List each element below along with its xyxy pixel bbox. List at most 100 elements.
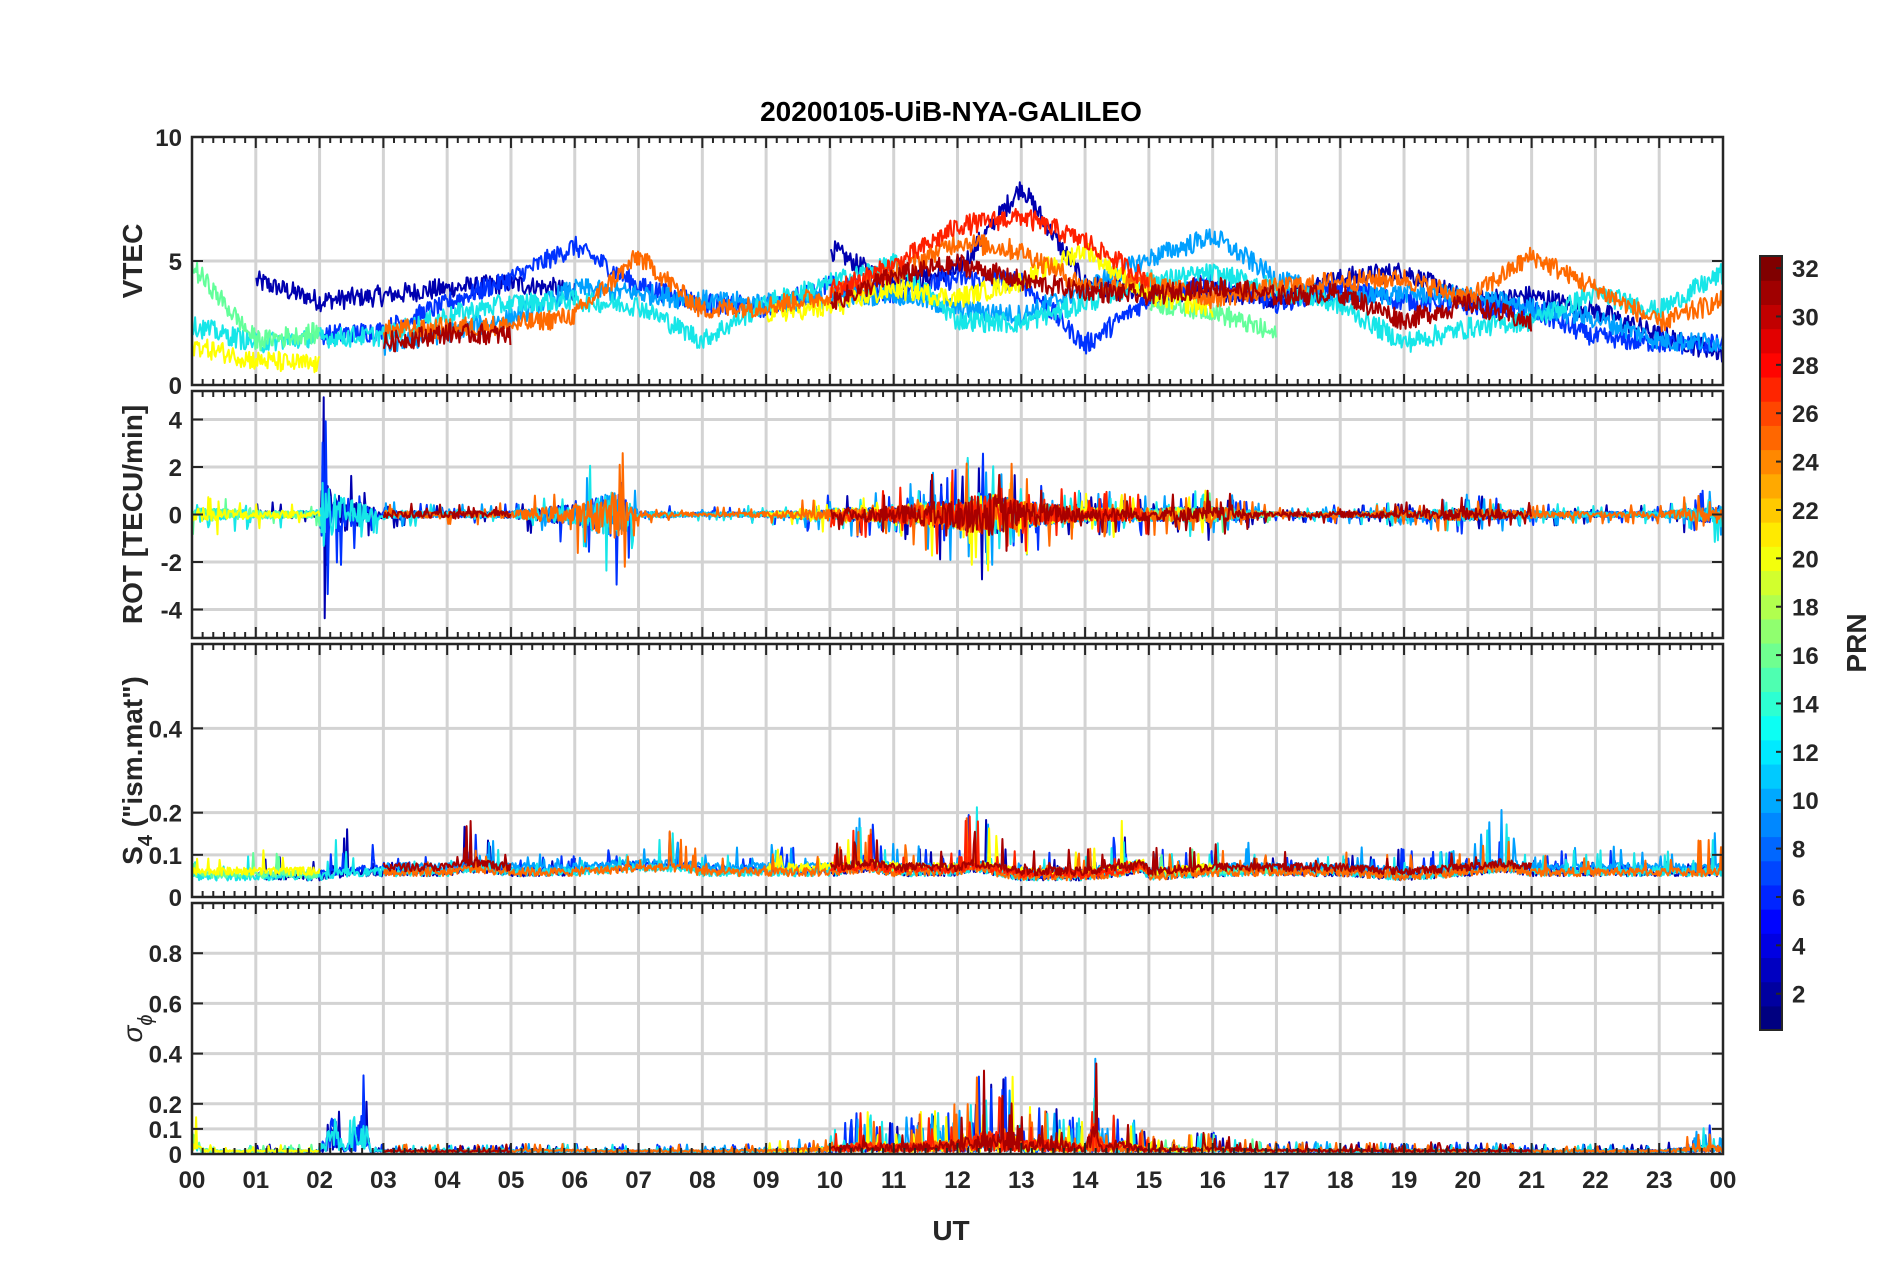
x-tick-label: 02: [306, 1167, 333, 1194]
y-tick-label: 0.2: [149, 801, 182, 828]
colorbar-tick-label: 2: [1792, 982, 1805, 1009]
colorbar-tick-label: 16: [1792, 643, 1819, 670]
x-tick-label: 18: [1327, 1167, 1354, 1194]
y-tick-label: 0.4: [149, 716, 183, 743]
x-tick-label: 13: [1008, 1167, 1035, 1194]
panel-vtec: 0 5 10 VTEC: [117, 125, 1725, 400]
panel-s4: 0 0.1 0.2 0.4S4 ("ism.mat"): [117, 642, 1725, 912]
y-tick-label: 0.1: [149, 843, 182, 870]
x-tick-label: 15: [1136, 1167, 1163, 1194]
x-tick-label: 08: [689, 1167, 716, 1194]
y-axis-label-rot: ROT [TECU/min]: [117, 405, 148, 624]
colorbar-swatch: [1760, 691, 1782, 717]
colorbar-swatch: [1760, 304, 1782, 330]
x-tick-label: 22: [1582, 1167, 1609, 1194]
y-axis-label-vtec: VTEC: [117, 224, 148, 299]
y-axis-label-main: S: [117, 846, 148, 865]
colorbar-swatch: [1760, 522, 1782, 547]
x-tick-label: 14: [1072, 1167, 1099, 1194]
y-axis-label-sigma: σϕ: [117, 1014, 157, 1042]
series-prn-31-s4: [382, 820, 1533, 877]
y-tick-label: 0: [169, 503, 182, 530]
series-group-rot: [192, 396, 1723, 620]
panel-rot: -4 -2 0 2 4 ROT [TECU/min]: [117, 389, 1725, 640]
y-tick-label: 0.2: [149, 1092, 182, 1119]
series-prn-27-vtec: [829, 207, 1150, 299]
colorbar-tick-label: 14: [1792, 691, 1819, 718]
chart-title: 20200105-UiB-NYA-GALILEO: [760, 96, 1142, 127]
colorbar-swatch: [1760, 473, 1782, 499]
x-tick-label: 16: [1199, 1167, 1226, 1194]
x-tick-label: 20: [1454, 1167, 1481, 1194]
colorbar-tick-label: 12: [1792, 740, 1819, 767]
colorbar-swatch: [1760, 884, 1782, 910]
colorbar-tick-label: 28: [1792, 353, 1819, 380]
colorbar-swatch: [1760, 546, 1782, 572]
x-tick-label: 05: [498, 1167, 525, 1194]
colorbar-tick-label: 6: [1792, 885, 1805, 912]
colorbar-swatch: [1760, 933, 1782, 959]
y-tick-label: 2: [169, 455, 182, 482]
colorbar-swatch: [1760, 909, 1782, 934]
series-group-s4: [192, 806, 1723, 882]
x-tick-label: 00: [179, 1167, 206, 1194]
y-tick-label: 5: [169, 249, 182, 276]
colorbar-frame: [1759, 255, 1783, 1031]
colorbar-swatch: [1760, 763, 1782, 789]
x-tick-label: 21: [1518, 1167, 1545, 1194]
colorbar-tick-label: 8: [1792, 837, 1805, 864]
y-axis-label-s4: S4 ("ism.mat"): [117, 676, 157, 865]
colorbar-tick-label: 4: [1792, 933, 1806, 960]
series-prn-31-rot: [382, 473, 1533, 552]
y-axis-label-rest: ("ism.mat"): [117, 676, 148, 835]
colorbar-tick-label: 32: [1792, 256, 1819, 283]
y-tick-label: 0.1: [149, 1117, 182, 1144]
x-tick-label: 23: [1646, 1167, 1673, 1194]
colorbar-tick-label: 26: [1792, 401, 1819, 428]
y-tick-label: -4: [161, 598, 183, 625]
y-tick-label: 0.4: [149, 1042, 183, 1069]
colorbar-swatch: [1760, 860, 1782, 886]
y-tick-label: 0.6: [149, 991, 182, 1018]
x-tick-label: 11: [881, 1167, 906, 1194]
colorbar-swatch: [1760, 667, 1782, 692]
y-tick-label: 10: [155, 125, 182, 152]
colorbar-swatch: [1760, 981, 1782, 1007]
colorbar-swatch: [1760, 1005, 1782, 1031]
x-tick-label: 07: [625, 1167, 652, 1194]
colorbar-tick-label: 30: [1792, 304, 1819, 331]
colorbar-swatch: [1760, 836, 1782, 862]
colorbar-tick-label: 18: [1792, 595, 1819, 622]
colorbar-swatch: [1760, 739, 1782, 765]
x-tick-label: 09: [753, 1167, 780, 1194]
series-prn-10-sigma: [383, 1057, 1723, 1153]
colorbar-tick-label: 10: [1792, 788, 1819, 815]
colorbar-swatch: [1760, 570, 1782, 596]
colorbar-swatch: [1760, 715, 1782, 741]
y-tick-label: 4: [169, 408, 183, 435]
x-tick-label: 12: [944, 1167, 971, 1194]
y-tick-label: 0.8: [149, 941, 182, 968]
colorbar-swatch: [1760, 643, 1782, 668]
series-prn-16-vtec: [192, 261, 1277, 352]
y-tick-label: 0: [169, 885, 182, 912]
colorbar-label: PRN: [1841, 613, 1872, 672]
colorbar-tick-label: 22: [1792, 498, 1819, 525]
x-tick-label: 01: [242, 1167, 269, 1194]
colorbar-tick-label: 24: [1792, 450, 1819, 477]
colorbar-swatch: [1760, 497, 1782, 523]
colorbar-swatch: [1760, 449, 1782, 475]
colorbar-swatch: [1760, 328, 1782, 354]
y-tick-label: 0: [169, 1142, 182, 1169]
y-tick-label: -2: [161, 550, 182, 577]
series-prn-24-vtec: [382, 234, 1723, 340]
series-prn-19-vtec: [192, 239, 1214, 374]
x-tick-label: 10: [817, 1167, 844, 1194]
x-tick-label: 06: [561, 1167, 588, 1194]
colorbar-swatch: [1760, 256, 1782, 281]
y-axis-label-sub: ϕ: [135, 1014, 157, 1025]
colorbar-swatch: [1760, 618, 1782, 644]
colorbar-swatch: [1760, 401, 1782, 426]
